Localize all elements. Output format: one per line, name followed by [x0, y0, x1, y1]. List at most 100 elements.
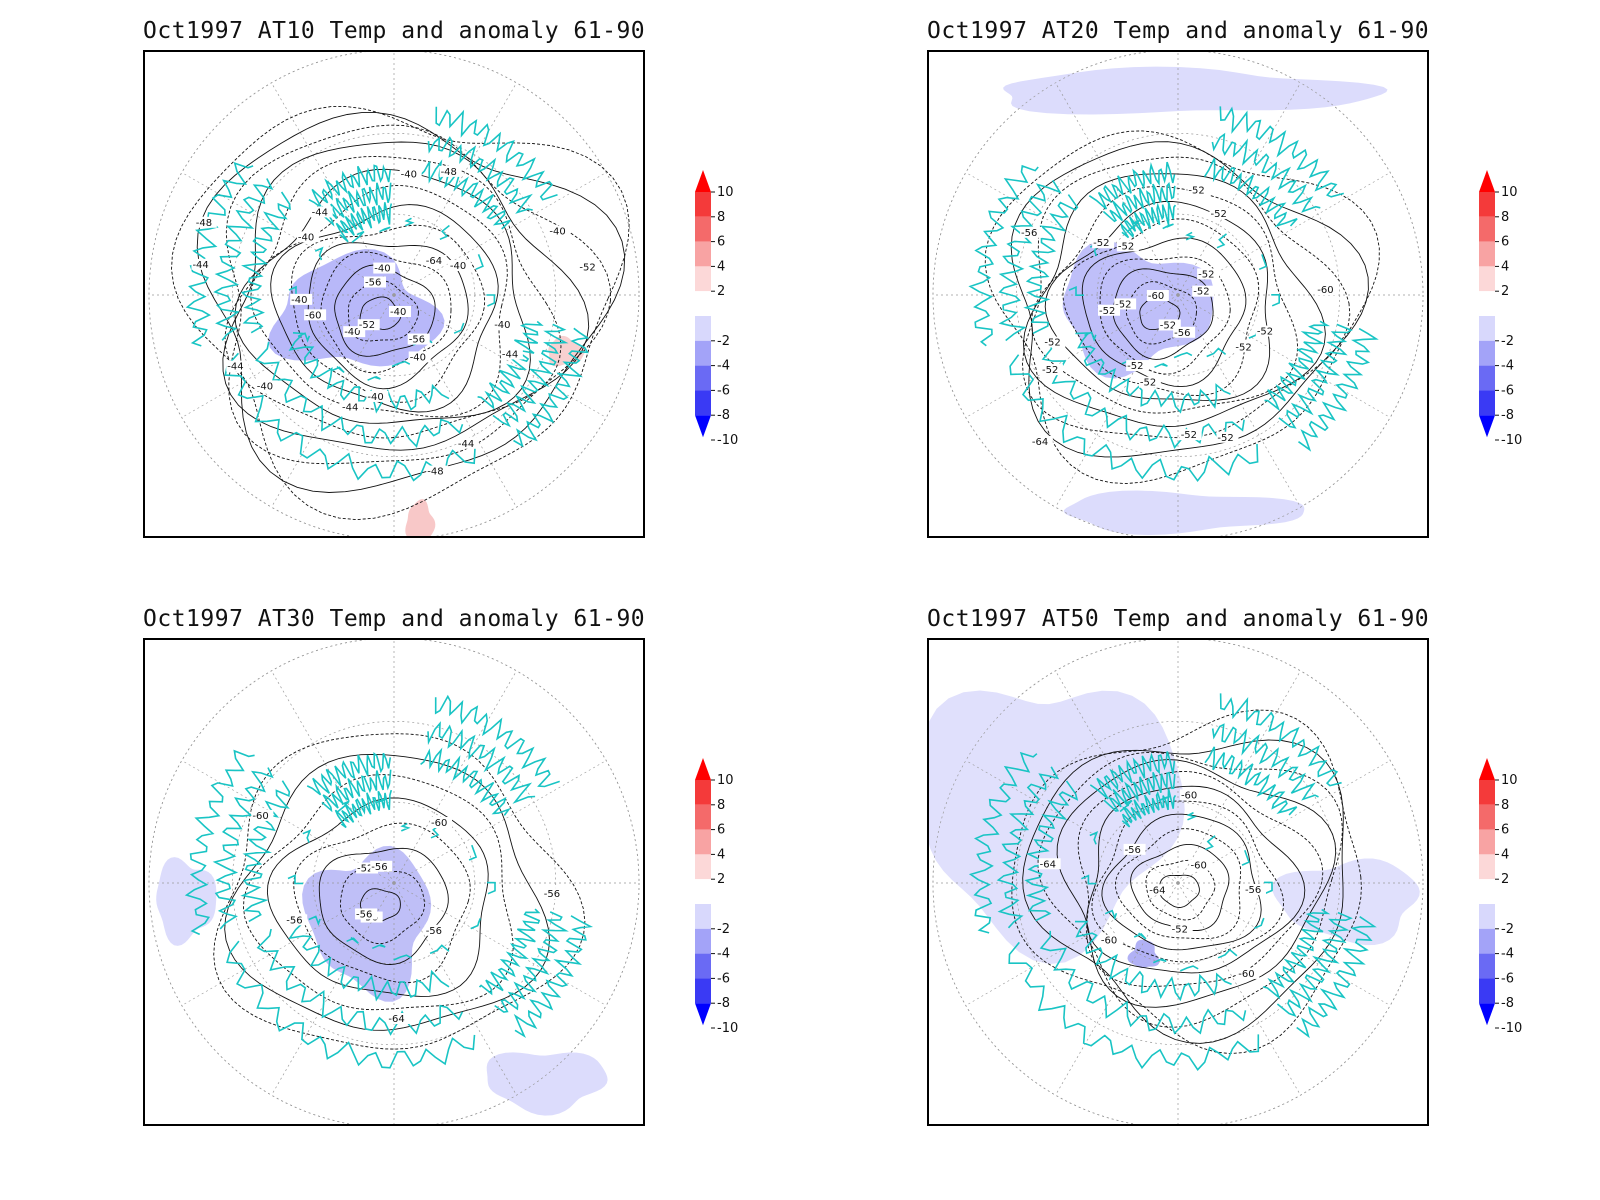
temperature-contour — [291, 224, 486, 403]
temperature-contour — [1056, 759, 1337, 1008]
legend-tick-label: -4 — [717, 359, 730, 374]
polar-map: -52-52-52-52-52-52-52-52-52-56-60-64-60-… — [932, 52, 1424, 536]
legend-bar: 10 8 6 4 2 -2 -4 -6 -8 -10 — [695, 170, 738, 448]
contour-label: -56 — [371, 862, 387, 873]
legend-tick-label: 10 — [1501, 185, 1518, 200]
contour-label-bg — [1146, 290, 1169, 302]
contour-label-bg — [1316, 284, 1339, 296]
legend-swatch — [695, 266, 711, 292]
contour-label-bg — [251, 809, 274, 821]
contour-label-bg — [1189, 859, 1212, 871]
meridian-line — [181, 172, 395, 296]
legend-swatch — [1479, 953, 1495, 979]
contour-label-bg — [1179, 429, 1202, 441]
contour-label: -44 — [312, 207, 328, 218]
meridian-line — [393, 172, 607, 296]
contour-label-bg — [356, 862, 379, 874]
contour-label: -44 — [458, 439, 474, 450]
color-legend: 10 8 6 4 2 -2 -4 -6 -8 -10 — [1479, 170, 1539, 450]
temperature-contour — [234, 168, 531, 424]
temperature-contour — [1145, 859, 1216, 921]
temperature-contour — [266, 797, 489, 997]
legend-swatch — [695, 780, 711, 805]
contour-label: -52 — [1115, 299, 1131, 310]
legend-arrow-top — [1479, 170, 1495, 192]
contour-label: -40 — [450, 261, 466, 272]
legend-swatch — [695, 365, 711, 391]
contour-label-bg — [194, 216, 217, 228]
temperature-contour — [1125, 281, 1197, 345]
map-frame: -52 -52 -52 -52 -52 -52 -52 -52 -52 -56 -60 -64 -60-… — [927, 50, 1429, 538]
legend-swatch — [1479, 829, 1495, 855]
panel-title: Oct1997 AT30 Temp and anomaly 61-90 — [143, 606, 646, 632]
anomaly-shading — [929, 690, 1185, 965]
contour-label-bg — [366, 390, 389, 402]
contour-label-bg — [1148, 884, 1171, 896]
legend-tick-label: 6 — [1501, 235, 1509, 250]
temperature-contour — [196, 112, 626, 493]
contour-label-bg — [304, 309, 327, 321]
anomaly-shading — [405, 499, 436, 536]
legend-tick-label: 4 — [1501, 847, 1509, 862]
latitude-circle — [932, 640, 1424, 1124]
contour-label: -40 — [374, 264, 390, 275]
anomaly-shading — [1003, 66, 1388, 115]
meridian-line — [965, 882, 1179, 1006]
temperature-contour — [270, 204, 499, 413]
legend-tick-label: -6 — [1501, 971, 1514, 986]
contour-label: -56 — [409, 335, 425, 346]
legend-swatch — [1479, 216, 1495, 242]
anomaly-shading — [1063, 490, 1305, 535]
legend-tick-label: 2 — [1501, 284, 1509, 299]
legend-arrow-top — [695, 170, 711, 192]
contour-label-bg — [1209, 207, 1232, 219]
contour-label-bg — [1043, 336, 1066, 348]
temperature-contour — [1010, 141, 1369, 458]
legend-tick-label: 2 — [717, 284, 725, 299]
legend-swatch — [695, 241, 711, 267]
contour-label: -44 — [502, 349, 518, 360]
temperature-contour — [1011, 709, 1362, 1055]
contour-label-bg — [408, 351, 431, 363]
legend-tick-label: 4 — [717, 259, 725, 274]
contour-label: -64 — [1040, 859, 1056, 870]
legend-swatch — [1479, 978, 1495, 1004]
contour-label: -52 — [1217, 433, 1233, 444]
contour-label-bg — [1187, 184, 1210, 196]
contour-label-bg — [191, 258, 214, 270]
temperature-contour — [1086, 785, 1306, 974]
legend-swatch — [695, 928, 711, 954]
polar-map: -56-52-56-56-60-64-60-56-56-56 — [148, 640, 640, 1124]
contour-label: -48 — [441, 167, 457, 178]
legend-tick-label: -6 — [717, 383, 730, 398]
contour-label-bg — [1173, 326, 1196, 338]
contour-label: -52 — [1140, 378, 1156, 389]
contour-label: -52 — [1093, 238, 1109, 249]
contour-label-bg — [389, 306, 411, 317]
legend-tick-label: -10 — [1501, 1021, 1522, 1036]
contour-label: -52 — [1193, 287, 1209, 298]
legend-swatch — [1479, 390, 1495, 416]
legend-arrow-top — [695, 758, 711, 780]
contour-label: -52 — [1235, 342, 1251, 353]
temperature-contour — [307, 242, 469, 390]
meridian-line — [1177, 670, 1301, 884]
panel-title: Oct1997 AT50 Temp and anomaly 61-90 — [927, 606, 1430, 632]
meridian-line — [393, 294, 607, 418]
contour-label-bg — [456, 437, 479, 449]
map-frame: -64 -60 -52 -56 -56 -60 -60 -60 -64 — [927, 638, 1429, 1126]
anomaly-core — [268, 249, 445, 367]
legend-swatch — [1479, 904, 1495, 929]
legend-arrow-bottom — [1479, 415, 1495, 438]
legend-arrow-bottom — [695, 415, 711, 438]
contour-label-bg — [296, 231, 319, 243]
meridian-line — [965, 294, 1179, 418]
legend-swatch — [695, 340, 711, 366]
polar-map: -40 -40 -40 -40 -40 -40 -44 -44 -44 -44 -48 -48 -48 -… — [148, 52, 640, 536]
legend-tick-label: -8 — [717, 408, 730, 423]
contour-label: -52 — [1210, 209, 1226, 220]
color-legend: 10 8 6 4 2 -2 -4 -6 -8 -10 — [695, 758, 755, 1038]
legend-arrow-top — [1479, 758, 1495, 780]
legend-swatch — [695, 879, 711, 904]
legend-tick-label: 2 — [717, 872, 725, 887]
